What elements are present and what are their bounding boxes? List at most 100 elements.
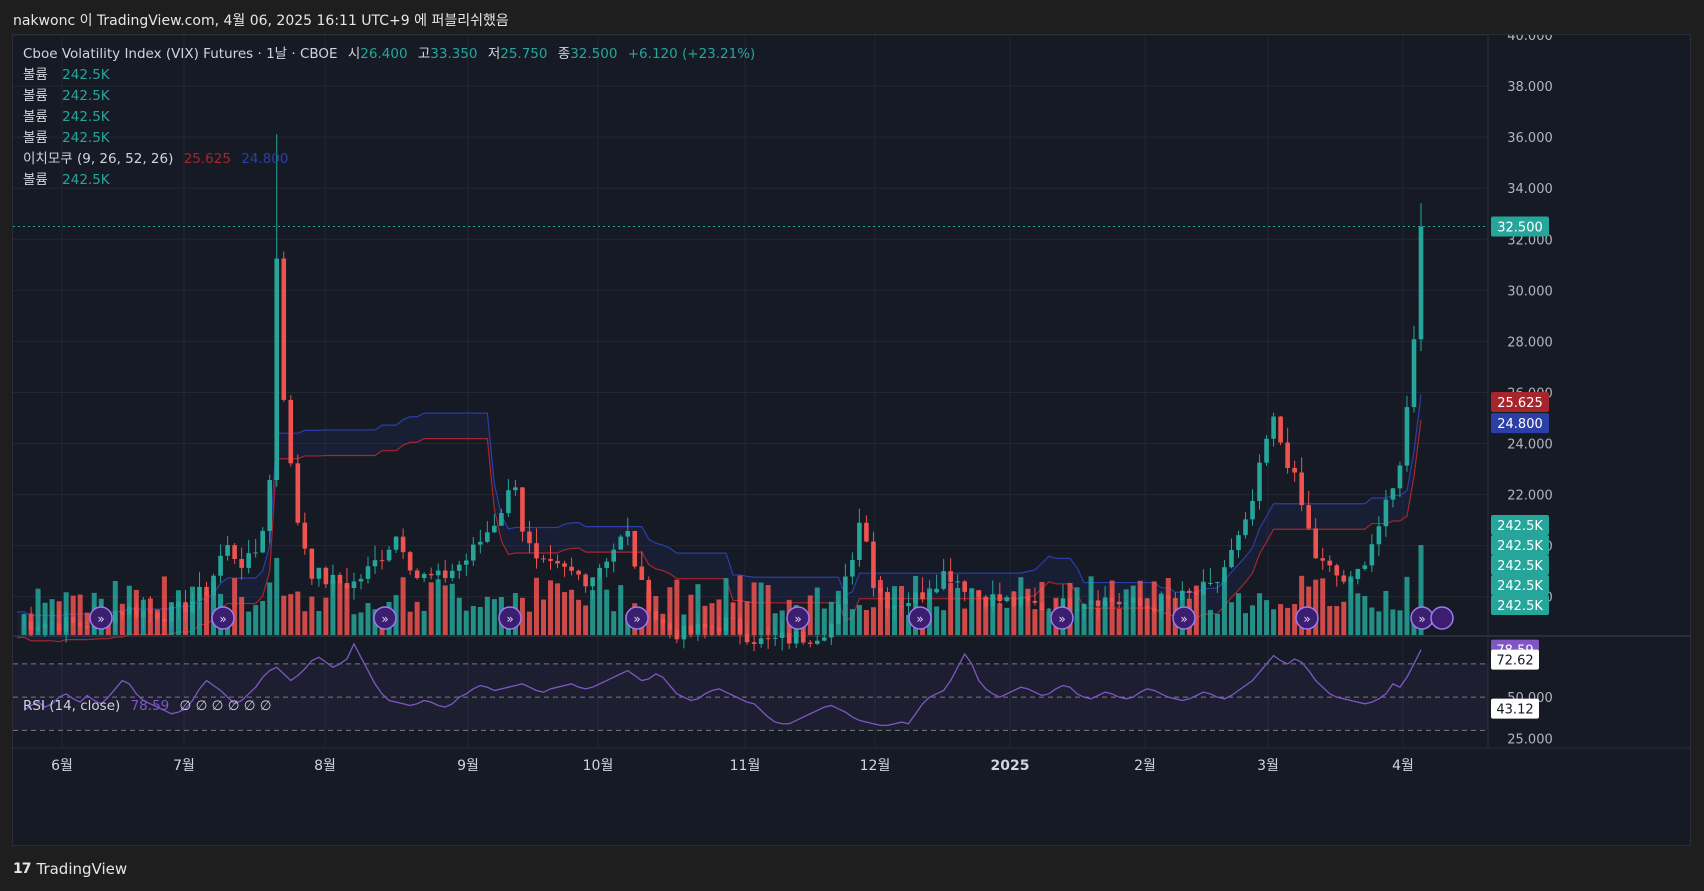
volume-row[interactable]: 볼륨 242.5K bbox=[23, 86, 755, 107]
candle-body bbox=[822, 637, 827, 641]
volume-bar bbox=[702, 605, 708, 635]
volume-row[interactable]: 볼륨 242.5K bbox=[23, 128, 755, 149]
volume-bar bbox=[421, 610, 427, 635]
candle-body bbox=[435, 570, 441, 576]
candle-body bbox=[1116, 601, 1122, 605]
volume-bar bbox=[934, 606, 940, 635]
volume-bar bbox=[63, 592, 69, 635]
dividend-event-icon bbox=[625, 606, 649, 630]
volume-bar bbox=[1214, 614, 1220, 635]
time-axis-label: 8월 bbox=[314, 758, 336, 774]
volume-value: 242.5K bbox=[62, 67, 110, 83]
chart-area[interactable]: »»»»»»»»»»»18.00020.00022.00024.00026.00… bbox=[12, 29, 1691, 846]
volume-bar bbox=[470, 606, 476, 635]
candle-body bbox=[541, 558, 546, 560]
symbol-title[interactable]: Cboe Volatility Index (VIX) Futures · 1날… bbox=[23, 46, 338, 62]
candle-body bbox=[485, 532, 490, 542]
candle-body bbox=[1411, 339, 1417, 408]
dividend-event-icon bbox=[89, 606, 113, 630]
candle-body bbox=[1243, 519, 1248, 536]
volume-bar bbox=[1390, 609, 1396, 635]
volume-badge-label: 242.5K bbox=[1497, 599, 1543, 614]
symbol-row[interactable]: Cboe Volatility Index (VIX) Futures · 1날… bbox=[23, 44, 755, 65]
volume-bar bbox=[281, 595, 287, 635]
volume-row[interactable]: 볼륨 242.5K bbox=[23, 107, 755, 128]
volume-row[interactable]: 볼륨 242.5K bbox=[23, 170, 755, 191]
candle-body bbox=[218, 555, 223, 576]
candle-body bbox=[920, 592, 925, 600]
candle-body bbox=[1341, 575, 1347, 582]
volume-bar bbox=[1151, 581, 1157, 635]
volume-bar bbox=[204, 592, 210, 635]
dividend-event-icon bbox=[908, 606, 932, 630]
candle-body bbox=[1187, 590, 1192, 593]
volume-bar bbox=[119, 603, 125, 635]
dividend-event-glyph: » bbox=[381, 612, 388, 626]
volume-bar bbox=[569, 589, 575, 635]
volume-bar bbox=[463, 610, 469, 635]
ichimoku-cloud bbox=[17, 394, 1421, 642]
volume-bar bbox=[309, 596, 315, 635]
volume-bar bbox=[526, 611, 532, 635]
candle-body bbox=[941, 571, 946, 589]
rsi-extras: ∅ ∅ ∅ ∅ ∅ ∅ bbox=[179, 698, 272, 714]
candle-body bbox=[604, 561, 609, 568]
volume-bar bbox=[1193, 585, 1199, 635]
volume-value: 242.5K bbox=[62, 88, 110, 104]
candle-body bbox=[576, 570, 581, 575]
candle-body bbox=[1236, 535, 1241, 551]
volume-bar bbox=[1341, 601, 1347, 635]
price-chart-svg[interactable]: »»»»»»»»»»»18.00020.00022.00024.00026.00… bbox=[13, 29, 1690, 845]
dividend-event-glyph: » bbox=[1303, 612, 1310, 626]
volume-bar bbox=[1095, 607, 1101, 635]
ichimoku-row[interactable]: 이치모쿠 (9, 26, 52, 26) 25.625 24.800 bbox=[23, 149, 755, 170]
volume-bar bbox=[597, 577, 603, 635]
price-tick-label: 40.000 bbox=[1507, 35, 1553, 44]
candle-body bbox=[253, 552, 258, 554]
candle-body bbox=[499, 513, 504, 526]
candle-body bbox=[492, 525, 497, 533]
candle-body bbox=[611, 549, 616, 562]
volume-bar bbox=[190, 586, 195, 635]
candle-body bbox=[997, 594, 1003, 602]
volume-bar bbox=[1123, 589, 1129, 635]
volume-bar bbox=[877, 580, 883, 635]
rsi-legend[interactable]: RSI (14, close) 78.59 ∅ ∅ ∅ ∅ ∅ ∅ bbox=[23, 698, 272, 714]
candle-body bbox=[1222, 567, 1227, 583]
volume-bar bbox=[1362, 595, 1368, 635]
candle-body bbox=[246, 553, 251, 568]
volume-bar bbox=[807, 595, 813, 635]
volume-bar bbox=[1228, 602, 1234, 635]
volume-bar bbox=[1046, 610, 1052, 635]
candle-body bbox=[330, 574, 336, 585]
candle-body bbox=[632, 530, 638, 567]
dividend-event-icon bbox=[211, 606, 235, 630]
candle-body bbox=[793, 631, 799, 644]
volume-bar bbox=[175, 590, 181, 635]
volume-bar bbox=[42, 602, 48, 635]
volume-bar bbox=[435, 579, 441, 635]
volume-bar bbox=[1271, 609, 1277, 635]
candle-body bbox=[1032, 600, 1038, 603]
volume-value: 242.5K bbox=[62, 130, 110, 146]
candle-body bbox=[302, 522, 308, 549]
high-label: 고 bbox=[417, 46, 431, 62]
price-tick-label: 36.000 bbox=[1507, 131, 1553, 146]
footer-brand[interactable]: TradingView bbox=[36, 860, 128, 878]
rsi-label: RSI (14, close) bbox=[23, 698, 121, 714]
volume-badge bbox=[1491, 595, 1549, 615]
volume-bar bbox=[1067, 582, 1073, 635]
volume-bar bbox=[1250, 605, 1256, 635]
price-badge-label: 32.500 bbox=[1497, 220, 1543, 235]
volume-bar bbox=[197, 601, 203, 635]
candle-body bbox=[260, 530, 265, 553]
dividend-event-glyph: » bbox=[1418, 612, 1425, 626]
volume-bar bbox=[211, 581, 217, 635]
volume-bar bbox=[1397, 610, 1403, 635]
candle-body bbox=[400, 536, 406, 553]
volume-bar bbox=[407, 611, 413, 635]
volume-row[interactable]: 볼륨 242.5K bbox=[23, 65, 755, 86]
candle-body bbox=[1285, 442, 1290, 468]
dividend-event-icon bbox=[786, 606, 810, 630]
volume-bar bbox=[1404, 576, 1410, 635]
